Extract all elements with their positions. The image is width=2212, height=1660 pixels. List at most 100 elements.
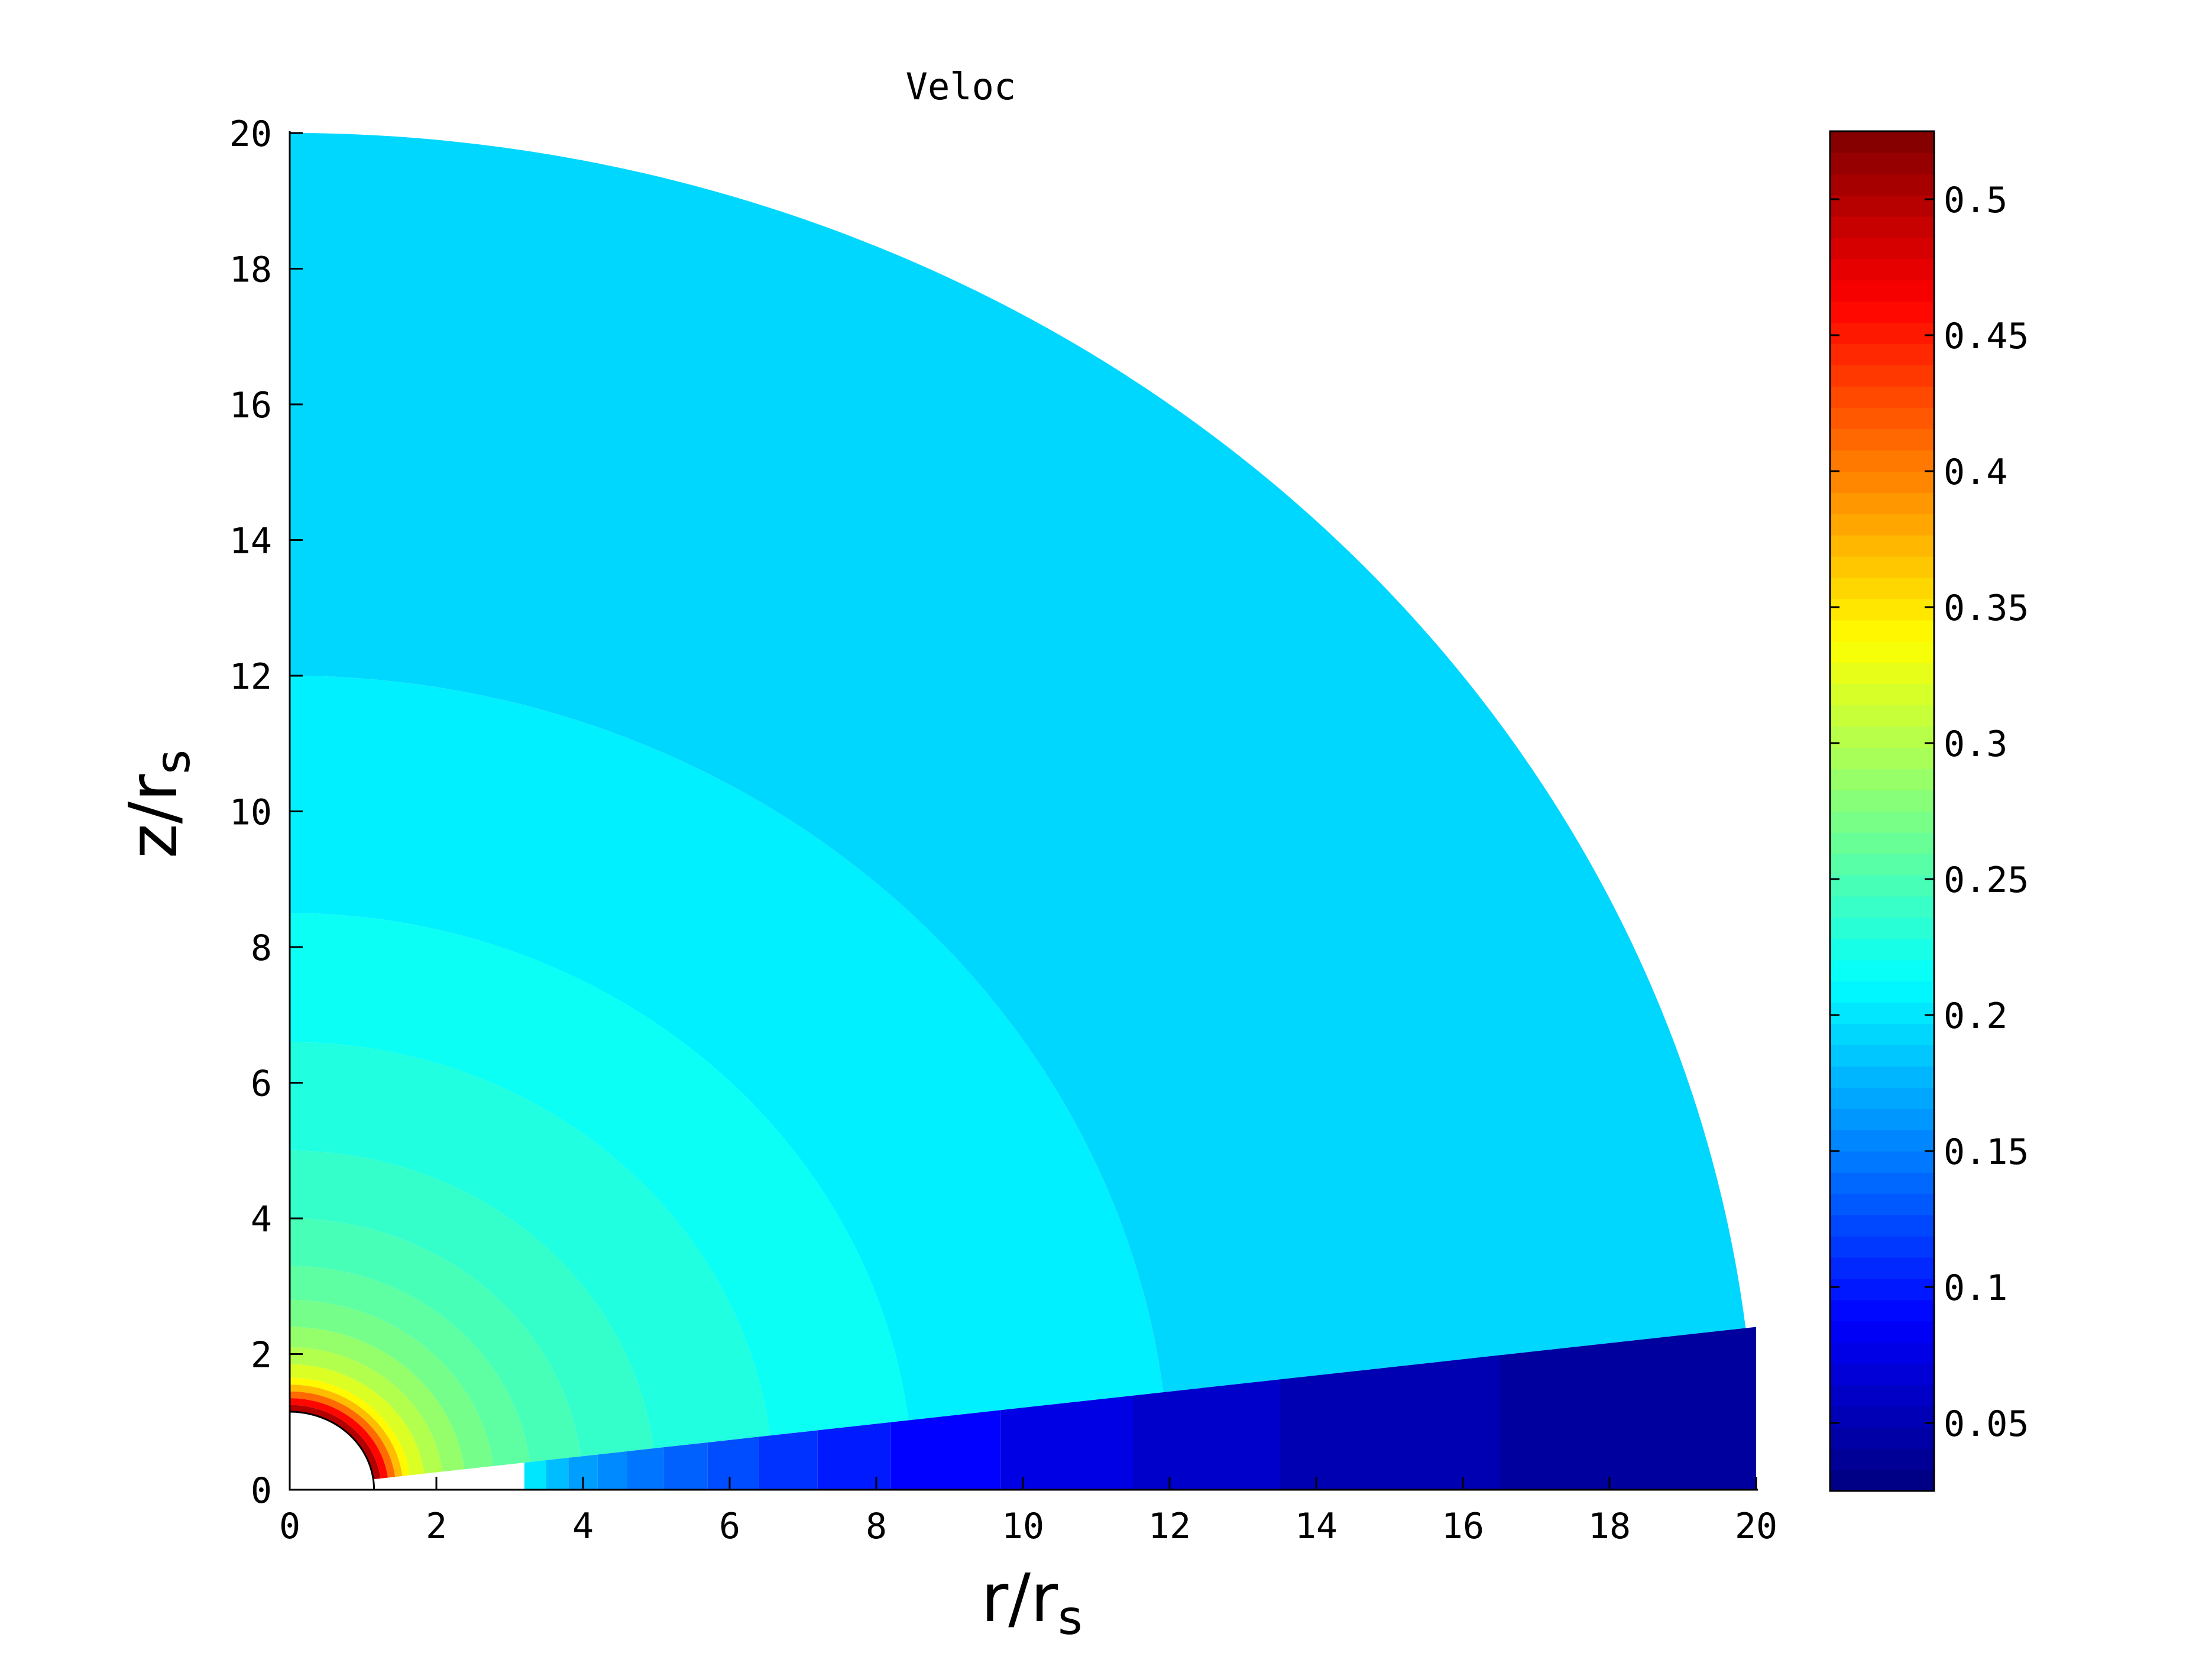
colorbar-segment: [1830, 237, 1934, 260]
colorbar-segment: [1830, 1002, 1934, 1024]
colorbar-tick-label: 0.2: [1944, 996, 2007, 1037]
colorbar-segment: [1830, 726, 1934, 748]
disk-cell: [1500, 1327, 1756, 1490]
colorbar-tick-label: 0.45: [1944, 316, 2029, 357]
colorbar-segment: [1830, 492, 1934, 514]
colorbar-segment: [1830, 429, 1934, 450]
y-tick-label: 10: [229, 792, 272, 834]
wind-band: [290, 913, 913, 1490]
colorbar-segment: [1830, 513, 1934, 536]
disk-cell: [663, 1442, 708, 1490]
chart-title: Veloc: [906, 65, 1016, 108]
wind-band: [290, 1398, 389, 1490]
colorbar-segment: [1830, 662, 1934, 685]
y-tick-label: 2: [251, 1335, 272, 1376]
colorbar-segment: [1830, 1172, 1934, 1194]
wind-band: [290, 133, 1756, 1490]
colorbar-tick-label: 0.05: [1944, 1403, 2029, 1445]
colorbar-segment: [1830, 194, 1934, 217]
colorbar-segment: [1830, 386, 1934, 408]
disk-cell: [546, 1457, 569, 1490]
x-axis-label-subscript: s: [1058, 1590, 1083, 1645]
colorbar-segment: [1830, 683, 1934, 706]
colorbar-segment: [1830, 620, 1934, 642]
colorbar-segment: [1830, 938, 1934, 961]
colorbar: 0.05 0.1 0.15 0.2 0.25 0.3 0.35 0.4 0.45 0.5: [1829, 130, 2029, 1492]
colorbar-segment: [1830, 1214, 1934, 1237]
y-tick-label: 12: [229, 656, 272, 698]
disk-cell: [627, 1447, 664, 1490]
colorbar-segment: [1830, 1066, 1934, 1088]
colorbar-segment: [1830, 1448, 1934, 1470]
colorbar-segment: [1830, 1023, 1934, 1046]
disk-cell: [707, 1437, 759, 1490]
colorbar-segment: [1830, 1151, 1934, 1173]
x-tick-label: 18: [1588, 1506, 1631, 1547]
y-tick-label: 0: [251, 1470, 272, 1512]
colorbar-segment: [1830, 534, 1934, 557]
axes: 0 2 4 6 8 10 12 14 16 18 20 0 2 4 6 8 10 12 14 16 18 20: [229, 114, 1777, 1547]
x-tick-label: 6: [719, 1506, 740, 1547]
disk-cell: [597, 1451, 627, 1490]
colorbar-segment: [1830, 705, 1934, 727]
colorbar-segment: [1830, 1321, 1934, 1343]
x-tick-label: 14: [1295, 1506, 1337, 1547]
y-tick-label: 6: [251, 1064, 272, 1105]
wind-band: [290, 1042, 774, 1490]
colorbar-segment: [1830, 1193, 1934, 1215]
x-tick-label: 16: [1442, 1506, 1484, 1547]
colorbar-segment: [1830, 1130, 1934, 1152]
disk-cell: [817, 1422, 891, 1490]
x-tick-label: 10: [1002, 1506, 1044, 1547]
colorbar-segment: [1830, 450, 1934, 472]
colorbar-segment: [1830, 959, 1934, 982]
x-tick-label: 8: [866, 1506, 887, 1547]
colorbar-segment: [1830, 598, 1934, 621]
y-tick-label: 16: [229, 385, 272, 426]
x-tick-label: 0: [279, 1506, 300, 1547]
y-tick-label: 4: [251, 1199, 272, 1240]
wind-band: [290, 1405, 381, 1490]
wind-band: [290, 1377, 411, 1490]
colorbar-segment: [1830, 1363, 1934, 1386]
colorbar-frame: [1829, 130, 1935, 1492]
y-axis-label-main: z/r: [115, 774, 192, 859]
colorbar-segment: [1830, 1299, 1934, 1322]
colorbar-segment: [1830, 1087, 1934, 1109]
colorbar-segment: [1830, 322, 1934, 345]
colorbar-segment: [1830, 343, 1934, 366]
colorbar-segment: [1830, 1470, 1934, 1492]
colorbar-segment: [1830, 832, 1934, 854]
colorbar-segment: [1830, 407, 1934, 429]
colorbar-tick-label: 0.1: [1944, 1267, 2007, 1309]
colorbar-segment: [1830, 1406, 1934, 1428]
wind-band: [290, 1391, 396, 1490]
colorbar-segment: [1830, 853, 1934, 876]
colorbar-segment: [1830, 1045, 1934, 1067]
colorbar-segment: [1830, 258, 1934, 281]
y-tick-label: 20: [229, 114, 272, 155]
y-tick-label: 14: [229, 521, 272, 562]
colorbar-segment: [1830, 747, 1934, 769]
wind-band: [290, 676, 1170, 1490]
colorbar-segment: [1830, 1278, 1934, 1301]
colorbar-segment: [1830, 471, 1934, 493]
colorbar-segment: [1830, 641, 1934, 663]
x-axis-label-main: r/r: [981, 1560, 1058, 1637]
colorbar-segment: [1830, 173, 1934, 196]
y-tick-label: 18: [229, 249, 272, 291]
colorbar-segment: [1830, 917, 1934, 939]
inner-boundary: [289, 1411, 375, 1491]
colorbar-segment: [1830, 1342, 1934, 1364]
disk-cell: [759, 1430, 818, 1490]
x-axis-label: r/rs: [981, 1560, 1083, 1645]
colorbar-segment: [1830, 790, 1934, 812]
wind-band: [290, 1385, 404, 1490]
y-axis-label: z/rs: [115, 750, 200, 858]
colorbar-segment: [1830, 769, 1934, 790]
colorbar-segment: [1830, 981, 1934, 1003]
colorbar-tick-label: 0.4: [1944, 452, 2007, 493]
colorbar-segment: [1830, 152, 1934, 174]
x-tick-label: 20: [1735, 1506, 1777, 1547]
